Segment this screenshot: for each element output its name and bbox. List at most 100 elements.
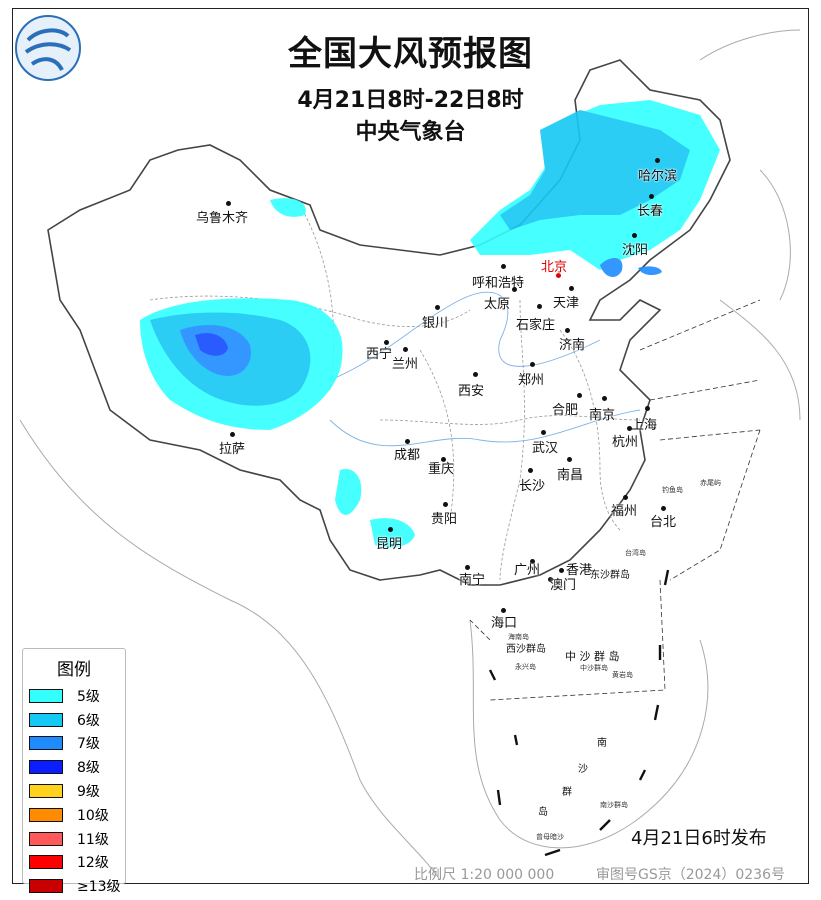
city-dot-icon: [632, 233, 637, 238]
city-dot-icon: [530, 362, 535, 367]
island-label: 南: [597, 738, 607, 749]
issued-time: 4月21日6时发布: [631, 828, 767, 849]
city-label: 拉萨: [219, 442, 246, 457]
city-dot-icon: [602, 396, 607, 401]
city-dot-icon: [405, 439, 410, 444]
city-dot-icon: [388, 527, 393, 532]
city-label: 乌鲁木齐: [196, 211, 249, 226]
legend-item: 11级: [23, 827, 125, 851]
city-dot-icon: [559, 568, 564, 573]
legend-label: ≥13级: [77, 879, 121, 896]
city-dot-icon: [230, 432, 235, 437]
legend-label: 10级: [77, 807, 109, 824]
city-dot-icon: [645, 406, 650, 411]
city-label: 合肥: [552, 403, 579, 418]
island-label: 钓鱼岛: [662, 486, 683, 494]
city-label: 天津: [553, 296, 580, 311]
city-label: 石家庄: [516, 318, 556, 333]
map-frame: [12, 8, 809, 884]
city-dot-icon: [661, 506, 666, 511]
island-label: 黄岩岛: [612, 671, 633, 679]
nine-dash-line: [488, 569, 670, 857]
legend-swatch: [29, 831, 63, 846]
city-label: 海口: [491, 616, 518, 631]
legend-label: 5级: [77, 688, 100, 705]
legend-swatch: [29, 879, 63, 894]
legend-swatch: [29, 760, 63, 775]
city-dot-icon: [569, 286, 574, 291]
legend-label: 11级: [77, 831, 109, 848]
city-label: 银川: [422, 316, 449, 331]
neighbor-coast: [699, 29, 801, 421]
city-label: 昆明: [376, 537, 403, 552]
legend-swatch: [29, 784, 63, 799]
city-dot-icon: [441, 457, 446, 462]
legend-swatch: [29, 712, 63, 727]
city-label: 重庆: [428, 462, 455, 477]
city-dot-icon: [501, 264, 506, 269]
legend-swatch: [29, 736, 63, 751]
city-dot-icon: [577, 393, 582, 398]
forecast-period: 4月21日8时-22日8时: [297, 88, 524, 113]
island-label: 群: [562, 787, 572, 798]
city-dot-icon: [226, 201, 231, 206]
city-dot-icon: [512, 287, 517, 292]
map-scale: 比例尺 1:20 000 000: [414, 867, 555, 883]
agency-name: 中央气象台: [355, 120, 466, 145]
island-label: 海南岛: [508, 633, 529, 641]
city-dot-icon: [649, 194, 654, 199]
city-dot-icon: [565, 328, 570, 333]
island-label-nansha: 南沙群岛: [600, 801, 628, 809]
city-label: 台北: [650, 515, 677, 530]
city-dot-icon: [623, 495, 628, 500]
map-title: 全国大风预报图: [288, 34, 533, 74]
city-dot-icon: [473, 372, 478, 377]
island-label: 沙: [578, 764, 588, 775]
legend-item: 10级: [23, 803, 125, 827]
city-label: 郑州: [518, 373, 545, 388]
city-dot-icon: [627, 426, 632, 431]
city-label: 南昌: [557, 468, 584, 483]
city-label: 南宁: [459, 573, 486, 588]
city-label: 福州: [611, 504, 638, 519]
island-label: 永兴岛: [515, 663, 536, 671]
island-label: 曾母暗沙: [536, 833, 564, 841]
legend-item: 6级: [23, 708, 125, 732]
legend-item: 9级: [23, 779, 125, 803]
city-dot-icon: [435, 305, 440, 310]
city-label: 南京: [589, 408, 616, 423]
legend-title: 图例: [57, 660, 91, 680]
city-dot-icon: [655, 158, 660, 163]
legend-label: 12级: [77, 855, 109, 872]
island-label: 中 沙 群 岛: [565, 650, 620, 663]
review-number: 审图号GS京（2024）0236号: [596, 867, 785, 883]
city-label: 武汉: [532, 441, 559, 456]
neighbor-boundary: [19, 419, 441, 881]
legend: 图例 5级 6级 7级 8级 9级 10级 11级 12级 ≥13级: [22, 648, 126, 895]
city-label: 哈尔滨: [638, 169, 678, 184]
island-label-zhongsha: 中沙群岛: [580, 664, 608, 672]
city-dot-icon: [567, 457, 572, 462]
city-label: 北京: [541, 260, 568, 275]
city-label: 西宁: [366, 347, 393, 362]
city-dot-icon: [384, 340, 389, 345]
legend-label: 9级: [77, 784, 100, 801]
city-label: 上海: [631, 418, 658, 433]
city-label: 广州: [514, 563, 541, 578]
city-label: 成都: [394, 448, 421, 463]
capital-star-icon: [556, 273, 561, 278]
city-dot-icon: [548, 577, 553, 582]
south-sea-coast: [469, 619, 709, 849]
city-label: 呼和浩特: [472, 276, 525, 291]
city-dot-icon: [465, 565, 470, 570]
legend-swatch: [29, 807, 63, 822]
legend-item: 5级: [23, 684, 125, 708]
wind-area-5-6: [140, 100, 720, 548]
city-dot-icon: [501, 608, 506, 613]
legend-label: 6级: [77, 712, 100, 729]
city-label: 长沙: [519, 479, 546, 494]
city-label: 杭州: [612, 435, 639, 450]
city-dot-icon: [403, 347, 408, 352]
island-label: 岛: [538, 807, 548, 818]
